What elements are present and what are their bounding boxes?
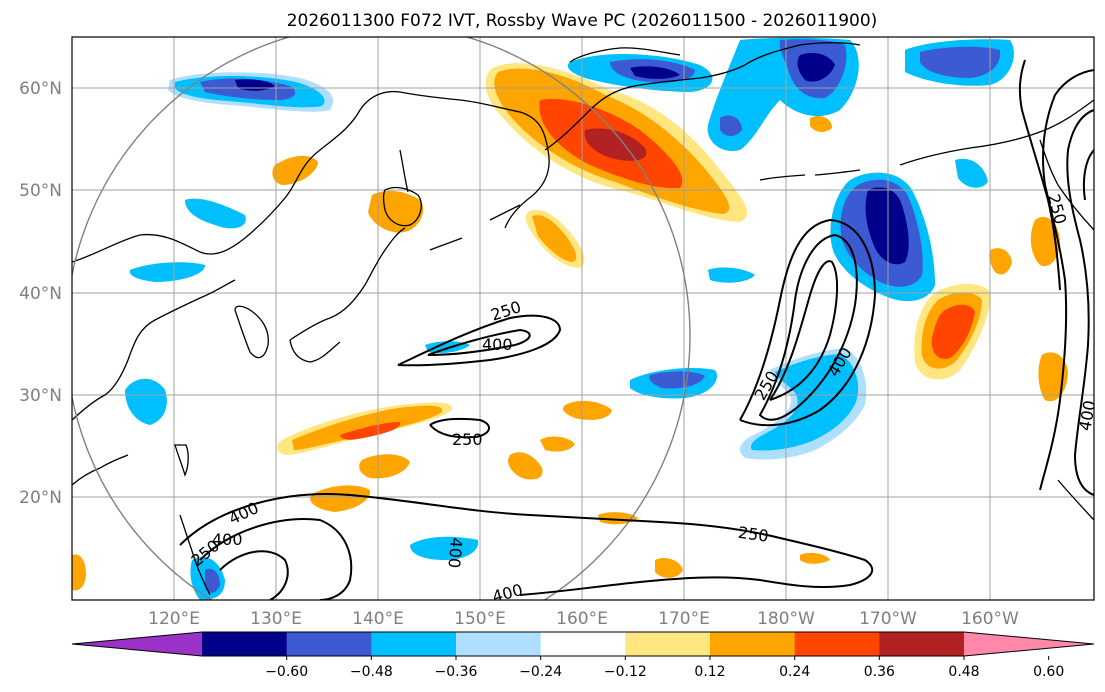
negative-anomaly (185, 198, 246, 229)
negative-anomaly (205, 568, 220, 593)
negative-anomaly (920, 46, 1001, 78)
lat-label: 50°N (19, 181, 62, 201)
colorbar-segment (286, 632, 372, 656)
lon-label: 130°E (250, 609, 302, 629)
colorbar-segment (794, 632, 880, 656)
negative-anomaly (708, 267, 755, 283)
coastlines (72, 42, 1094, 596)
positive-anomaly (540, 436, 575, 452)
graticule (72, 37, 1094, 600)
positive-anomaly (989, 248, 1012, 275)
lon-label: 150°E (454, 609, 506, 629)
positive-anomaly (800, 552, 830, 564)
negative-anomaly (649, 371, 705, 389)
lon-label: 160°W (961, 609, 1019, 629)
colorbar-tick-label: 0.60 (1033, 664, 1064, 680)
colorbar-tick-label: 0.48 (948, 664, 979, 680)
colorbar-tick-label: 0.36 (864, 664, 895, 680)
colorbar-tick-label: −0.36 (435, 664, 478, 680)
projection-circle (72, 37, 691, 600)
negative-anomaly (865, 187, 909, 265)
colorbar-tick-label: −0.12 (604, 664, 647, 680)
contour-label: 250 (737, 523, 770, 546)
lat-label: 30°N (19, 386, 62, 406)
positive-anomaly (310, 485, 371, 512)
ivt-contours (179, 59, 1094, 600)
positive-anomaly (810, 116, 832, 132)
positive-anomaly (931, 304, 975, 359)
negative-anomaly (955, 158, 988, 188)
colorbar-tick-label: 0.12 (694, 664, 725, 680)
lat-label: 40°N (19, 284, 62, 304)
colorbar-tick-label: 0.24 (779, 664, 810, 680)
lon-label: 120°E (148, 609, 200, 629)
colorbar-segment (456, 632, 542, 656)
contour-label: 400 (482, 335, 513, 354)
map-area: 250 400 250 400 250 250 400 400 250 400 … (72, 37, 1099, 606)
longitude-labels: 120°E 130°E 140°E 150°E 160°E 170°E 180°… (148, 609, 1019, 629)
positive-anomaly (563, 400, 612, 420)
anomaly-fill-layer (72, 37, 1068, 600)
positive-anomaly (508, 452, 543, 480)
lon-label: 170°E (658, 609, 710, 629)
lon-label: 170°W (859, 609, 917, 629)
positive-anomaly (532, 215, 577, 262)
contour-label: 250 (452, 430, 483, 449)
negative-anomaly (410, 536, 479, 560)
contour-label: 400 (490, 580, 524, 606)
colorbar-segment (202, 632, 288, 656)
negative-anomaly (750, 354, 859, 451)
lon-label: 160°E (556, 609, 608, 629)
lon-label: 180°W (757, 609, 815, 629)
positive-anomaly (598, 512, 638, 525)
contour-label: 400 (1075, 399, 1099, 432)
lat-label: 60°N (19, 79, 62, 99)
colorbar: −0.60 −0.48 −0.36 −0.24 −0.12 0.12 0.24 0.36 0.4… (71, 631, 1095, 680)
positive-anomaly (359, 454, 410, 479)
lon-label: 140°E (352, 609, 404, 629)
negative-anomaly (797, 53, 835, 82)
negative-anomaly (125, 378, 167, 425)
colorbar-tick-label: −0.48 (350, 664, 393, 680)
colorbar-extend-high (964, 632, 1094, 656)
colorbar-extend-low (72, 632, 202, 656)
negative-anomaly (129, 262, 205, 282)
contour-label: 400 (212, 530, 243, 549)
positive-anomaly (655, 558, 683, 578)
colorbar-segment (710, 632, 796, 656)
colorbar-outline (71, 631, 1095, 657)
colorbar-segment (371, 632, 457, 656)
positive-anomaly (340, 422, 401, 440)
map-frame (71, 36, 1095, 601)
lat-label: 20°N (19, 488, 62, 508)
negative-anomaly (630, 66, 680, 79)
latitude-labels: 60°N 50°N 40°N 30°N 20°N (19, 79, 62, 508)
positive-anomaly (72, 554, 86, 591)
colorbar-segment (879, 632, 965, 656)
colorbar-segment (625, 632, 711, 656)
colorbar-tick-label: −0.24 (519, 664, 562, 680)
colorbar-segment (540, 632, 626, 656)
positive-anomaly (368, 190, 424, 233)
colorbar-tick-label: −0.60 (265, 664, 308, 680)
map-title: 2026011300 F072 IVT, Rossby Wave PC (202… (287, 11, 878, 31)
negative-anomaly (720, 115, 742, 136)
contour-label: 400 (444, 537, 466, 569)
